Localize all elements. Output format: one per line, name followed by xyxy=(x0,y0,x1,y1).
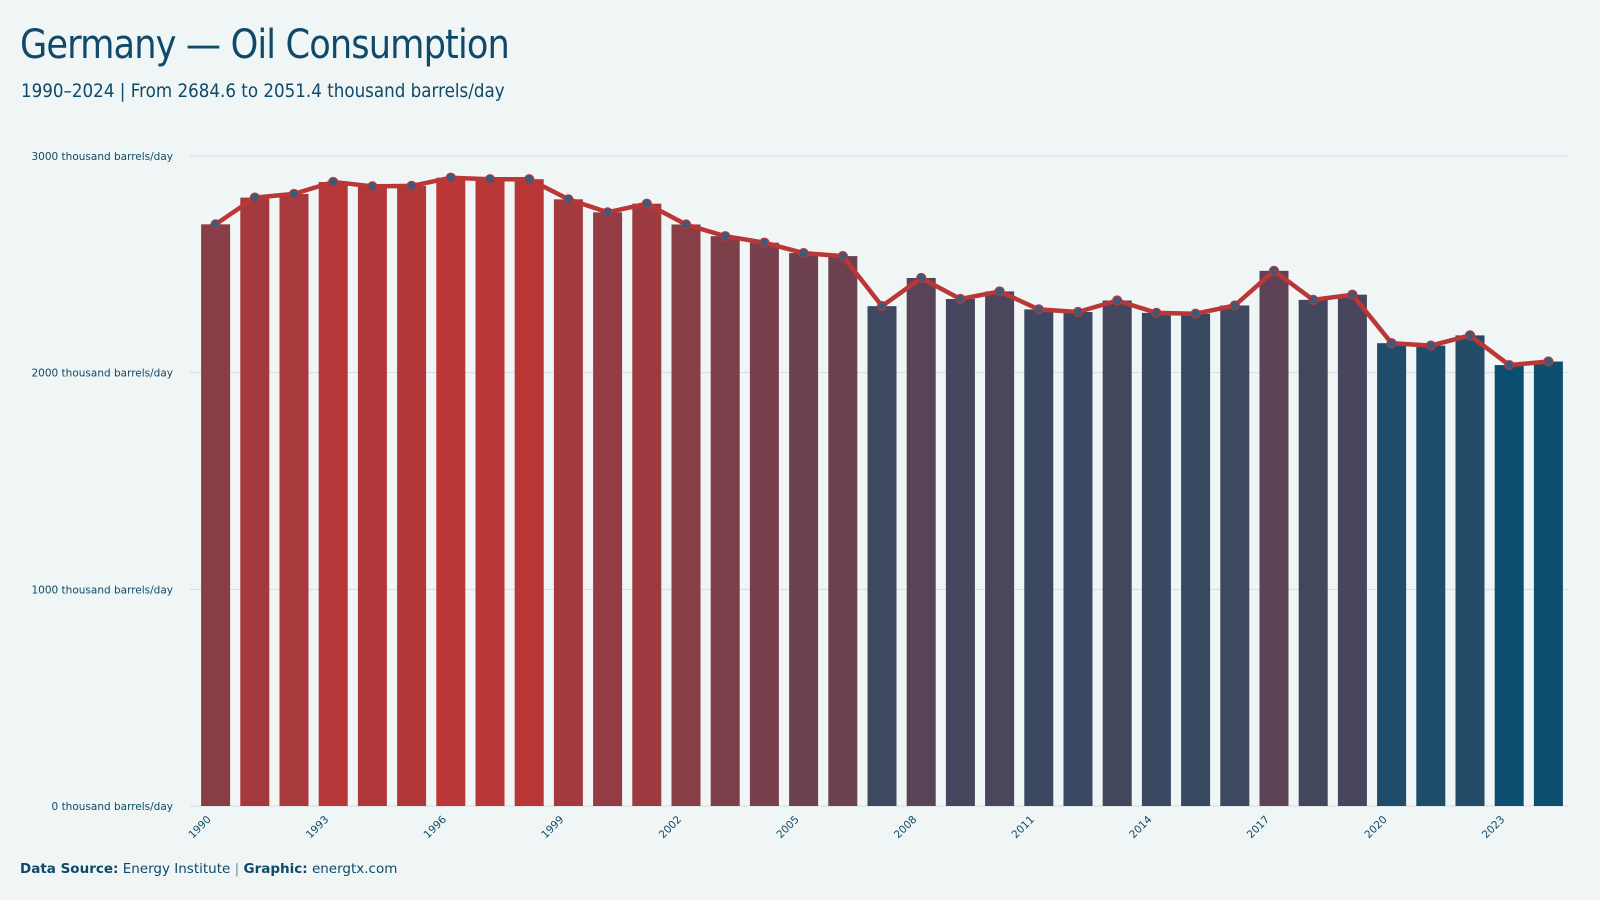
point-2013 xyxy=(1112,295,1123,306)
point-2015 xyxy=(1190,308,1201,319)
point-2004 xyxy=(759,237,770,248)
bar-2010 xyxy=(985,291,1015,807)
point-1996 xyxy=(445,172,456,183)
x-tick-label-2005: 2005 xyxy=(774,814,801,841)
point-1992 xyxy=(288,188,300,200)
point-2005 xyxy=(798,247,809,259)
source-value: Energy Institute xyxy=(122,861,231,877)
bar-2001 xyxy=(632,203,662,806)
footer-separator: | xyxy=(234,861,240,877)
point-2024 xyxy=(1543,356,1554,367)
point-2000 xyxy=(602,207,613,218)
point-1994 xyxy=(367,181,378,192)
point-2019 xyxy=(1347,289,1358,300)
x-tick-label-2002: 2002 xyxy=(657,814,684,841)
bar-2006 xyxy=(828,256,858,807)
point-1990 xyxy=(210,219,221,230)
bar-1998 xyxy=(514,179,544,806)
bar-2021 xyxy=(1416,345,1446,806)
point-2021 xyxy=(1425,340,1436,351)
x-tick-label-1993: 1993 xyxy=(304,814,331,841)
bar-1996 xyxy=(436,177,466,806)
bar-2013 xyxy=(1102,300,1132,806)
bar-2024 xyxy=(1533,361,1563,806)
x-tick-label-2014: 2014 xyxy=(1127,813,1155,841)
bar-1999 xyxy=(553,199,583,807)
point-2002 xyxy=(680,219,692,230)
point-1998 xyxy=(524,174,535,185)
bar-2018 xyxy=(1298,299,1328,806)
bar-2005 xyxy=(789,253,819,807)
bar-layer xyxy=(201,177,1563,807)
bar-2014 xyxy=(1141,312,1171,806)
chart-title: Germany — Oil Consumption xyxy=(20,22,510,68)
bar-2022 xyxy=(1455,335,1485,806)
bar-2009 xyxy=(945,299,975,806)
x-tick-label-1990: 1990 xyxy=(186,814,213,841)
y-tick-label-2000: 2000 thousand barrels/day xyxy=(32,368,174,380)
point-2011 xyxy=(1033,304,1044,315)
bar-2012 xyxy=(1063,312,1093,806)
y-tick-label-3000: 3000 thousand barrels/day xyxy=(32,151,174,163)
bar-2015 xyxy=(1181,313,1211,806)
bar-2007 xyxy=(867,306,897,806)
footer: Data Source: Energy Institute | Graphic:… xyxy=(20,861,397,877)
bar-1997 xyxy=(475,179,505,806)
point-layer xyxy=(210,172,1554,371)
bar-2003 xyxy=(710,236,740,806)
bar-2017 xyxy=(1259,270,1289,806)
bar-2020 xyxy=(1377,343,1407,806)
x-tick-label-1996: 1996 xyxy=(422,813,450,841)
bar-1990 xyxy=(201,224,231,806)
graphic-label: Graphic: xyxy=(243,861,308,877)
point-2020 xyxy=(1386,338,1397,349)
point-1995 xyxy=(406,180,417,191)
source-label: Data Source: xyxy=(20,861,119,877)
bar-2002 xyxy=(671,224,701,806)
point-1991 xyxy=(249,192,260,203)
point-2018 xyxy=(1308,294,1319,305)
point-2006 xyxy=(837,251,848,262)
bar-2023 xyxy=(1494,365,1524,806)
point-2023 xyxy=(1504,359,1515,371)
bar-2008 xyxy=(906,277,936,806)
bar-1993 xyxy=(318,182,348,806)
bar-2019 xyxy=(1337,294,1367,806)
point-1993 xyxy=(328,176,339,188)
point-2008 xyxy=(916,272,927,284)
x-tick-label-2023: 2023 xyxy=(1480,814,1507,841)
point-2003 xyxy=(720,231,731,242)
point-2010 xyxy=(994,286,1005,297)
y-tick-label-0: 0 thousand barrels/day xyxy=(52,801,173,813)
graphic-value: energtx.com xyxy=(311,861,398,877)
point-2009 xyxy=(955,293,966,305)
point-2001 xyxy=(641,198,652,209)
x-tick-label-2020: 2020 xyxy=(1362,814,1389,841)
bar-2016 xyxy=(1220,305,1250,806)
bar-1995 xyxy=(397,185,427,806)
bar-1992 xyxy=(279,193,309,806)
point-2017 xyxy=(1268,265,1280,276)
x-tick-label-2011: 2011 xyxy=(1010,814,1037,841)
point-2016 xyxy=(1229,300,1240,311)
point-2012 xyxy=(1072,306,1084,318)
bar-2011 xyxy=(1024,309,1054,806)
point-2022 xyxy=(1464,330,1476,341)
bar-1991 xyxy=(240,197,270,807)
point-1997 xyxy=(484,174,496,185)
point-2007 xyxy=(876,301,888,312)
y-tick-label-1000: 1000 thousand barrels/day xyxy=(32,584,174,596)
point-1999 xyxy=(563,194,574,205)
x-tick-label-2017: 2017 xyxy=(1245,814,1272,841)
x-tick-label-1999: 1999 xyxy=(539,814,566,841)
bar-2004 xyxy=(749,242,779,806)
bar-2000 xyxy=(593,212,623,807)
x-tick-label-2008: 2008 xyxy=(892,814,919,841)
point-2014 xyxy=(1151,307,1162,318)
bar-1994 xyxy=(357,186,387,807)
chart-subtitle: 1990–2024 | From 2684.6 to 2051.4 thousa… xyxy=(21,80,505,102)
